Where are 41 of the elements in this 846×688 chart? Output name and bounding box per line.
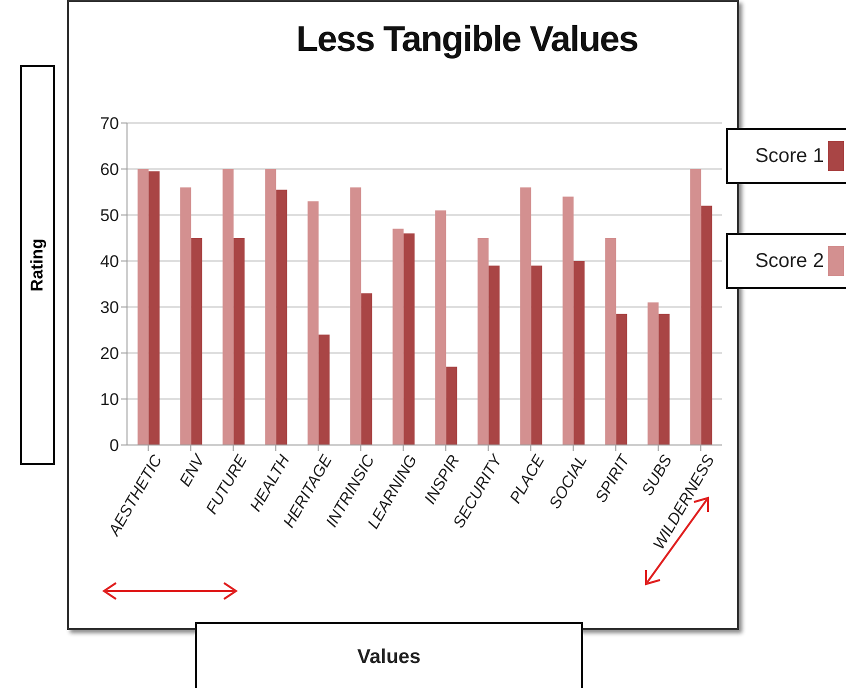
y-tick-label: 50 — [100, 206, 119, 226]
bar — [574, 261, 585, 445]
bar — [222, 169, 234, 445]
bar — [350, 187, 362, 445]
bar — [180, 187, 192, 445]
bar — [148, 171, 160, 445]
bar — [690, 169, 702, 445]
bar — [318, 334, 330, 445]
bar — [605, 238, 616, 445]
y-axis-title: Rating — [28, 238, 48, 292]
bar — [562, 196, 574, 445]
bar — [658, 314, 670, 445]
bar — [234, 238, 245, 445]
bar — [276, 190, 288, 445]
bar — [265, 169, 276, 445]
y-tick-label: 10 — [100, 390, 119, 410]
legend-label: Score 2 — [755, 250, 824, 272]
bar — [488, 266, 500, 445]
bar — [435, 210, 446, 445]
y-tick-label: 60 — [100, 160, 119, 180]
x-axis-title: Values — [195, 622, 583, 688]
bar — [648, 302, 659, 445]
y-tick-label: 70 — [100, 114, 119, 134]
bar — [308, 201, 319, 445]
y-tick-label: 30 — [100, 298, 119, 318]
bar — [404, 233, 415, 445]
y-tick-label: 0 — [110, 436, 119, 456]
bar — [138, 169, 149, 445]
bar — [446, 366, 458, 445]
bar — [616, 314, 628, 445]
bar — [701, 206, 712, 445]
bar — [520, 187, 532, 445]
bar — [191, 238, 202, 445]
bar — [478, 238, 489, 445]
y-tick-label: 20 — [100, 344, 119, 364]
bar — [392, 228, 404, 445]
chart-title: Less Tangible Values — [295, 18, 639, 60]
bar — [531, 266, 542, 445]
bar — [361, 293, 372, 445]
y-tick-label: 40 — [100, 252, 119, 272]
legend-label: Score 1 — [755, 144, 824, 168]
